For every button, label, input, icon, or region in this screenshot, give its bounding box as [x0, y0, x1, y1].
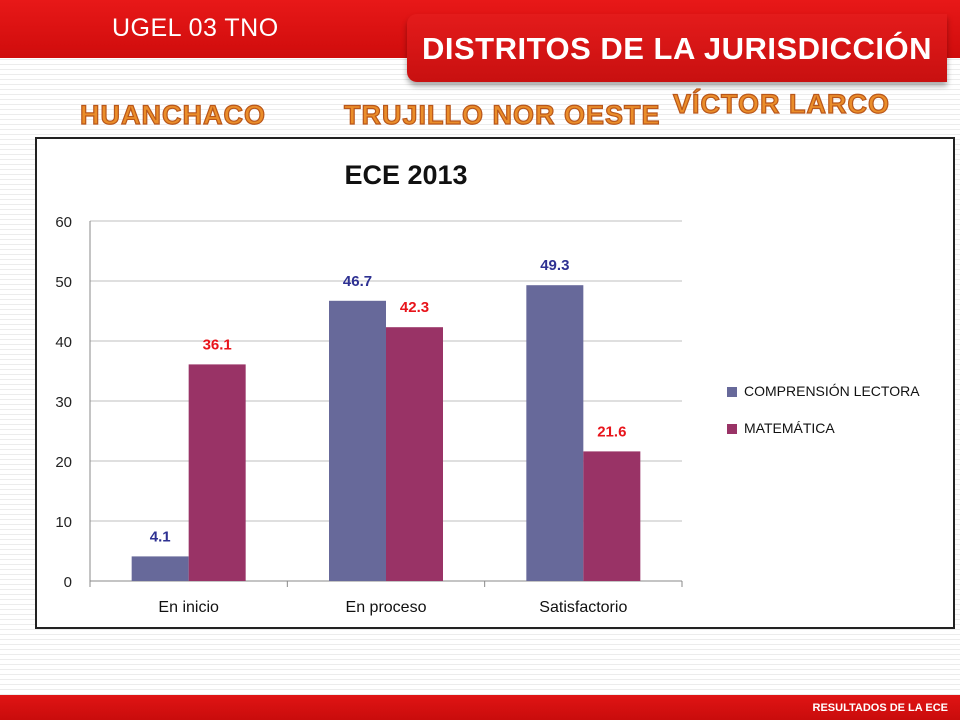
y-tick-label: 40	[55, 334, 72, 351]
legend-swatch	[727, 424, 737, 434]
legend-label: COMPRENSIÓN LECTORA	[744, 383, 920, 399]
bar-comprension-lectora	[329, 300, 386, 581]
bar-comprension-lectora	[526, 285, 584, 581]
bar-matematica	[583, 451, 641, 581]
bar-chart: ECE 2013 0 10 20 30 40 50 60 4.1 36.1 En inicio 46.…	[55, 160, 920, 616]
data-label: 49.3	[540, 257, 569, 274]
bar-matematica	[188, 364, 246, 581]
y-tick-label: 20	[55, 454, 72, 471]
y-tick-label: 60	[55, 214, 72, 231]
y-tick-label: 50	[55, 274, 72, 291]
y-tick-label: 10	[55, 514, 72, 531]
data-label: 4.1	[150, 528, 171, 545]
district-banner: DISTRITOS DE LA JURISDICCIÓN	[407, 14, 947, 82]
y-tick-label: 0	[64, 574, 72, 591]
banner-title: DISTRITOS DE LA JURISDICCIÓN	[421, 31, 933, 66]
data-label: 21.6	[597, 423, 626, 440]
legend-swatch	[727, 387, 737, 397]
data-label: 42.3	[400, 299, 429, 316]
district-trujillo-nor-oeste: TRUJILLO NOR OESTE	[343, 99, 661, 130]
x-tick-label: En proceso	[346, 599, 427, 616]
bar-comprension-lectora	[131, 556, 189, 581]
x-tick-label: En inicio	[158, 599, 219, 616]
district-victor-larco: VÍCTOR LARCO	[672, 88, 891, 119]
footer-bar: RESULTADOS DE LA ECE	[0, 695, 960, 720]
chart-frame: ECE 2013 0 10 20 30 40 50 60 4.1 36.1 En inicio 46.…	[35, 137, 955, 629]
district-huanchaco: HUANCHACO	[79, 99, 266, 130]
ugel-title: UGEL 03 TNO	[112, 14, 279, 42]
legend-label: MATEMÁTICA	[744, 420, 835, 436]
footer-label: RESULTADOS DE LA ECE	[812, 702, 948, 714]
data-label: 36.1	[203, 336, 232, 353]
x-tick-label: Satisfactorio	[539, 599, 627, 616]
bar-matematica	[386, 327, 443, 581]
data-label: 46.7	[343, 273, 372, 290]
chart-title: ECE 2013	[344, 160, 467, 190]
y-tick-label: 30	[55, 394, 72, 411]
